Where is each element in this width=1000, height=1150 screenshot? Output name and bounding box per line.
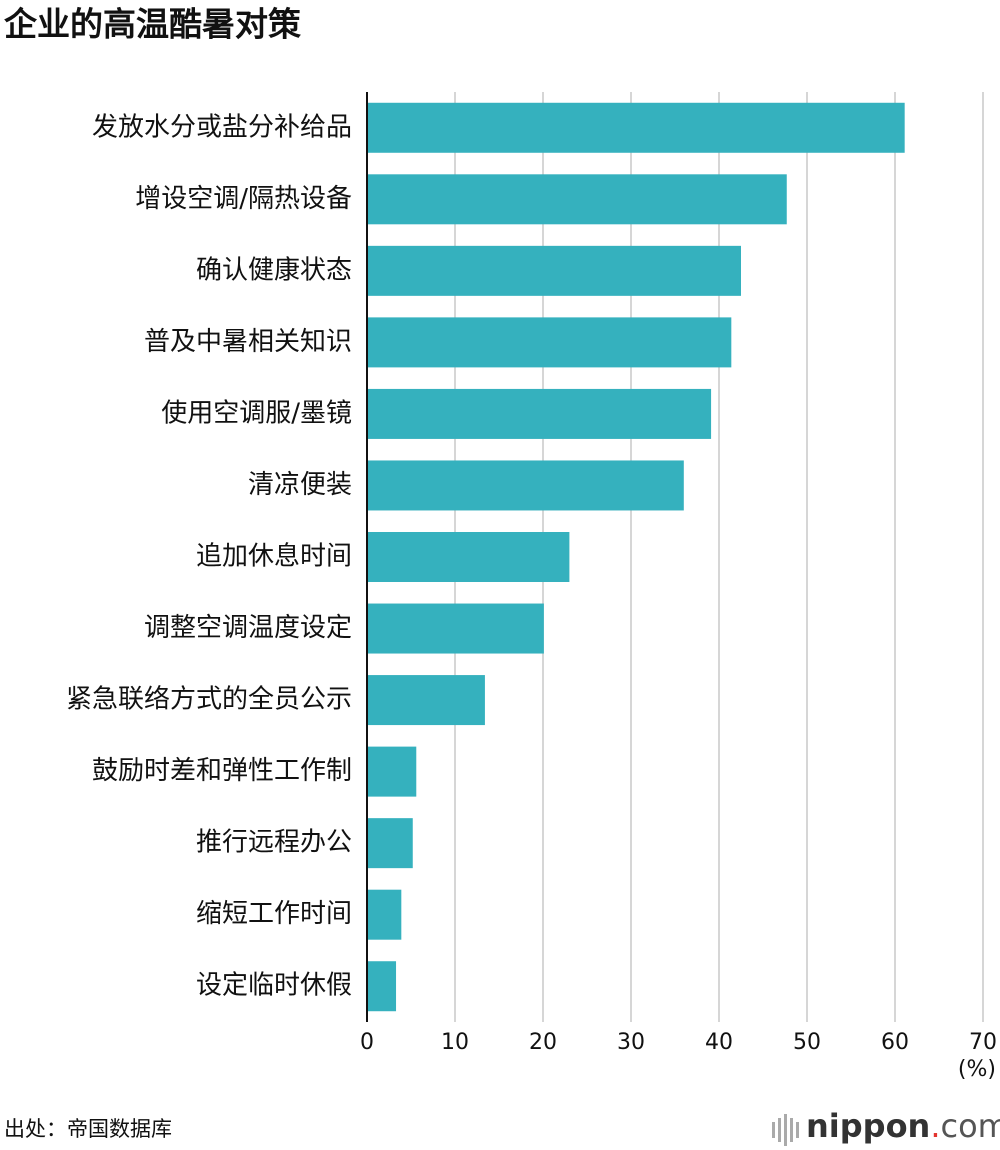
y-tick-label: 发放水分或盐分补给品 [92, 112, 352, 142]
bar [367, 102, 905, 153]
x-tick-label: 50 [793, 1030, 821, 1055]
y-tick-label: 确认健康状态 [196, 255, 352, 285]
y-tick-label: 紧急联络方式的全员公示 [66, 685, 352, 715]
x-axis-label: (%) [958, 1057, 996, 1082]
logo-name: nippon [806, 1107, 930, 1145]
x-tick-label: 70 [969, 1030, 997, 1055]
y-tick-label: 鼓励时差和弹性工作制 [92, 756, 352, 786]
x-tick-label: 20 [529, 1030, 557, 1055]
bar [367, 746, 417, 797]
bar [367, 818, 413, 869]
bar [367, 388, 712, 439]
bar [367, 460, 684, 511]
logo-domain: com [941, 1107, 1000, 1145]
bar [367, 961, 397, 1012]
y-tick-label: 调整空调温度设定 [144, 613, 352, 643]
logo-dot: . [930, 1107, 940, 1145]
source: 出处：帝国数据库 [4, 1117, 172, 1141]
bar [367, 245, 741, 296]
y-tick-label: 追加休息时间 [196, 542, 352, 572]
y-tick-label: 增设空调/隔热设备 [135, 184, 352, 214]
bar [367, 532, 570, 582]
x-tick-label: 40 [705, 1030, 733, 1055]
x-tick-label: 10 [441, 1030, 469, 1055]
x-tick-label: 0 [360, 1030, 374, 1055]
bar [367, 675, 485, 726]
x-tick-label: 60 [881, 1030, 909, 1055]
y-tick-label: 使用空调服/墨镜 [161, 398, 352, 428]
logo-bars [772, 1114, 799, 1146]
y-tick-label: 推行远程办公 [196, 828, 352, 858]
y-tick-label: 清凉便装 [248, 470, 352, 500]
y-tick-label: 设定临时休假 [196, 971, 352, 1001]
bar [367, 603, 544, 654]
chart-title: 企业的高温酷暑对策 [4, 5, 301, 44]
x-tick-label: 30 [617, 1030, 645, 1055]
bar [367, 889, 402, 940]
logo: nippon.com [806, 1107, 1000, 1145]
bar [367, 174, 787, 225]
y-tick-label: 缩短工作时间 [196, 899, 352, 929]
bar [367, 317, 732, 368]
y-tick-label: 普及中暑相关知识 [144, 327, 352, 357]
